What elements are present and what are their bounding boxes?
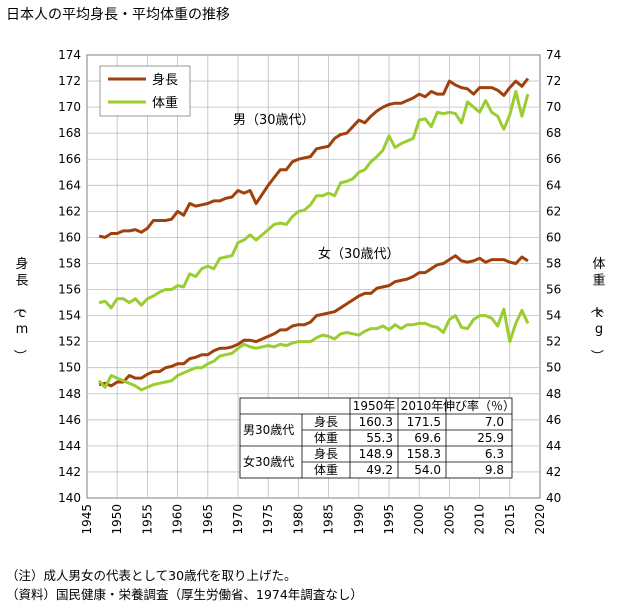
right-tick-label: 68 <box>546 126 561 140</box>
x-tick-label: 2010 <box>473 504 487 535</box>
legend-box <box>99 65 191 117</box>
series-line <box>98 90 530 310</box>
chart-title: 日本人の平均身長・平均体重の推移 <box>6 7 230 23</box>
table-value-cell: 69.6 <box>414 431 441 445</box>
right-tick-label: 56 <box>546 283 561 297</box>
left-tick-label: 140 <box>58 491 81 505</box>
annotation-female: 女（30歳代） <box>318 246 400 262</box>
footnote-source: （資料）国民健康・栄養調査（厚生労働省、1974年調査なし） <box>6 587 363 602</box>
x-tick-label: 2015 <box>503 504 517 535</box>
right-tick-label: 42 <box>546 465 561 479</box>
left-tick-label: 148 <box>58 387 81 401</box>
table-header-cell: 1950年 <box>353 399 396 413</box>
x-tick-label: 1970 <box>231 504 245 535</box>
right-tick-label: 62 <box>546 204 561 218</box>
table-value-cell: 171.5 <box>407 415 441 429</box>
table-item-cell: 体重 <box>314 431 338 445</box>
table-value-cell: 160.3 <box>359 415 393 429</box>
table-group-cell: 女30歳代 <box>243 454 294 469</box>
series-line <box>97 307 530 392</box>
left-tick-label: 172 <box>58 74 81 88</box>
left-tick-label: 146 <box>58 413 81 427</box>
table-value-cell: 49.2 <box>366 463 393 477</box>
right-tick-label: 46 <box>546 413 561 427</box>
left-axis-label: 身長（c m） <box>11 256 28 362</box>
table-item-cell: 身長 <box>314 414 338 429</box>
x-axis-ticks: 1945 1950 1955 1960 1965 1970 1975 1980 1985 1990… <box>80 504 547 535</box>
x-tick-label: 1990 <box>352 504 366 535</box>
left-tick-label: 152 <box>58 335 81 349</box>
left-tick-label: 168 <box>58 126 81 140</box>
table-group-cell: 男30歳代 <box>243 423 294 437</box>
series-lines <box>97 77 530 392</box>
left-tick-label: 174 <box>58 48 81 62</box>
legend: 身長 体重 <box>99 65 191 117</box>
right-tick-label: 54 <box>546 309 561 323</box>
x-tick-label: 2005 <box>442 504 456 535</box>
x-tick-label: 2020 <box>533 504 547 535</box>
left-tick-label: 156 <box>58 283 81 297</box>
x-tick-label: 1980 <box>291 504 305 535</box>
right-axis-ticks: 40 42 44 46 48 50 52 54 56 58 60 62 64 66 68 70 72 74 <box>546 48 561 505</box>
left-tick-label: 142 <box>58 465 81 479</box>
x-tick-label: 1945 <box>80 504 94 535</box>
left-tick-label: 150 <box>58 361 81 375</box>
left-tick-label: 166 <box>58 152 81 166</box>
annotation-male: 男（30歳代） <box>233 113 315 128</box>
table-value-cell: 54.0 <box>414 463 441 477</box>
left-tick-label: 164 <box>58 178 81 192</box>
x-tick-label: 1955 <box>140 504 154 535</box>
table-header-cell: 2010年 <box>401 399 444 413</box>
left-tick-label: 162 <box>58 204 81 218</box>
right-tick-label: 48 <box>546 387 561 401</box>
right-tick-label: 58 <box>546 256 561 270</box>
x-tick-label: 1995 <box>382 504 396 535</box>
series-line <box>98 254 529 388</box>
right-tick-label: 40 <box>546 491 561 505</box>
right-tick-label: 70 <box>546 100 561 114</box>
footnote-note: （注）成人男女の代表として30歳代を取り上げた。 <box>6 568 297 583</box>
table-value-cell: 55.3 <box>366 431 393 445</box>
table-value-cell: 148.9 <box>359 447 393 461</box>
legend-label-height: 身長 <box>152 72 178 88</box>
right-tick-label: 74 <box>546 48 561 62</box>
right-tick-label: 60 <box>546 230 561 244</box>
x-tick-label: 1950 <box>110 504 124 535</box>
right-tick-label: 50 <box>546 361 561 375</box>
series-line <box>98 77 530 239</box>
table-value-cell: 158.3 <box>407 447 441 461</box>
x-tick-label: 1975 <box>261 504 275 535</box>
table-rate-cell: 9.8 <box>485 463 504 477</box>
right-tick-label: 72 <box>546 74 561 88</box>
table-rate-cell: 6.3 <box>485 447 504 461</box>
left-axis-ticks: 140 142 144 146 148 150 152 154 156 158 160 162 164 1… <box>58 48 81 505</box>
left-tick-label: 170 <box>58 100 81 114</box>
legend-label-weight: 体重 <box>152 95 178 111</box>
left-tick-label: 160 <box>58 230 81 244</box>
right-tick-label: 44 <box>546 439 561 453</box>
left-tick-label: 158 <box>58 256 81 270</box>
right-axis-label: 体重（k g） <box>588 257 605 362</box>
x-tick-label: 2000 <box>412 504 426 535</box>
line-chart: 140 142 144 146 148 150 152 154 156 158 160 162 164 1… <box>11 48 605 535</box>
left-tick-label: 144 <box>58 439 81 453</box>
right-axis-label-text: 体重（k g） <box>588 257 605 362</box>
left-axis-label-text: 身長（c m） <box>11 256 28 362</box>
x-tick-label: 1965 <box>201 504 215 535</box>
table-rate-cell: 7.0 <box>485 415 504 429</box>
right-tick-label: 64 <box>546 178 561 192</box>
table-item-cell: 身長 <box>314 446 338 461</box>
left-tick-label: 154 <box>58 309 81 323</box>
right-tick-label: 52 <box>546 335 561 349</box>
right-tick-label: 66 <box>546 152 561 166</box>
table-header-cell: 伸び率（％） <box>443 398 515 413</box>
table-item-cell: 体重 <box>314 463 338 477</box>
x-tick-label: 1960 <box>171 504 185 535</box>
table-frame <box>239 397 513 479</box>
x-tick-label: 1985 <box>322 504 336 535</box>
table-rate-cell: 25.9 <box>477 431 504 445</box>
